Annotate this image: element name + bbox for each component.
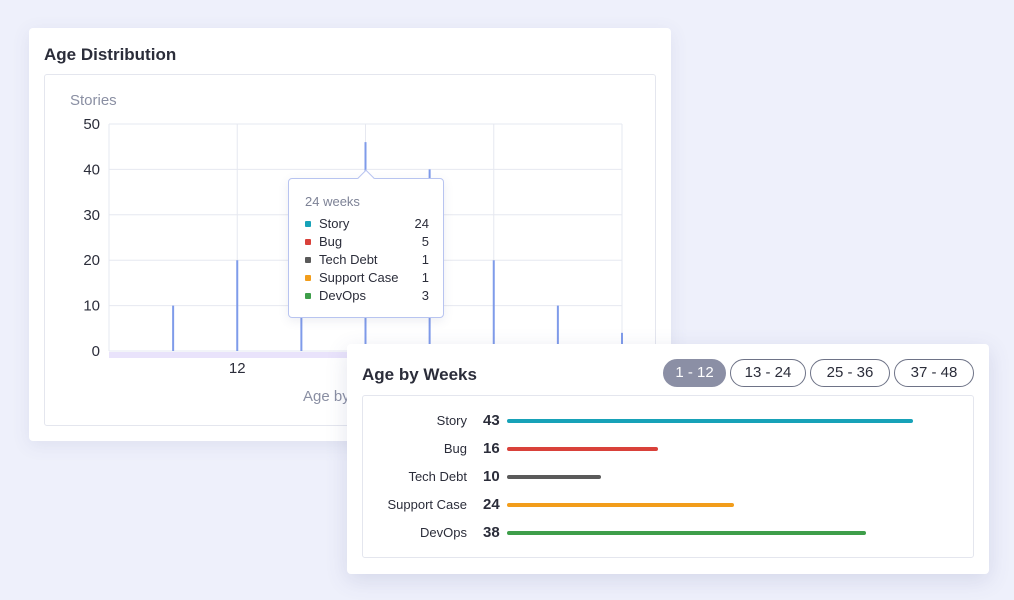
series-dot: [305, 221, 311, 227]
tooltip-row: Support Case 1: [305, 270, 429, 286]
tooltip-row: DevOps 3: [305, 288, 429, 304]
bar-row-bug: Bug 16: [363, 439, 973, 459]
age-by-weeks-card: Age by Weeks 1 - 12 13 - 24 25 - 36 37 -…: [347, 344, 989, 574]
tooltip-series-name: Story: [319, 216, 350, 231]
y-axis-label: Stories: [70, 92, 117, 109]
bar-row-tech-debt: Tech Debt 10: [363, 467, 973, 487]
x-tick-label: 12: [229, 360, 246, 377]
bar: [507, 447, 659, 451]
bar-value: 16: [483, 440, 500, 457]
bar-row-support-case: Support Case 24: [363, 495, 973, 515]
series-dot: [305, 257, 311, 263]
bar-row-story: Story 43: [363, 411, 973, 431]
chart-tooltip: 24 weeks Story 24 Bug 5 Tech Debt 1 Supp…: [288, 169, 444, 318]
bar-label: DevOps: [420, 525, 467, 540]
range-button-37-48[interactable]: 37 - 48: [894, 359, 974, 387]
tooltip-series-value: 1: [421, 270, 429, 285]
series-dot: [305, 275, 311, 281]
bar: [507, 531, 866, 535]
tooltip-title: 24 weeks: [305, 194, 360, 209]
x-axis-band: [109, 352, 349, 358]
tooltip-row: Bug 5: [305, 234, 429, 250]
tooltip-row: Tech Debt 1: [305, 252, 429, 268]
bar-value: 38: [483, 524, 500, 541]
bar-value: 24: [483, 496, 500, 513]
y-tick-label: 20: [83, 252, 100, 269]
series-dot: [305, 293, 311, 299]
range-button-25-36[interactable]: 25 - 36: [810, 359, 890, 387]
tooltip-series-value: 5: [421, 234, 429, 249]
bar-label: Bug: [443, 441, 467, 456]
bar-value: 10: [483, 468, 500, 485]
bar-value: 43: [483, 412, 500, 429]
bar: [507, 503, 734, 507]
tooltip-series-value: 24: [414, 216, 429, 231]
tooltip-series-name: Support Case: [319, 270, 399, 285]
y-tick-label: 50: [83, 116, 100, 133]
bar-label: Tech Debt: [408, 469, 467, 484]
bar: [507, 419, 913, 423]
tooltip-series-value: 1: [421, 252, 429, 267]
bar-label: Story: [436, 413, 467, 428]
y-tick-label: 30: [83, 207, 100, 224]
bar: [507, 475, 602, 479]
y-tick-label: 0: [92, 343, 100, 360]
tooltip-series-name: DevOps: [319, 288, 366, 303]
bar-label: Support Case: [387, 497, 468, 512]
series-dot: [305, 239, 311, 245]
tooltip-series-name: Tech Debt: [319, 252, 378, 267]
tooltip-row: Story 24: [305, 216, 429, 232]
y-tick-label: 40: [83, 161, 100, 178]
tooltip-series-name: Bug: [319, 234, 343, 249]
tooltip-series-value: 3: [421, 288, 429, 303]
age-by-weeks-chart: Story 43 Bug 16 Tech Debt 10 Support Cas…: [362, 395, 974, 558]
y-tick-label: 10: [83, 298, 100, 315]
age-by-weeks-title: Age by Weeks: [362, 365, 477, 384]
range-button-13-24[interactable]: 13 - 24: [730, 359, 806, 387]
age-distribution-title: Age Distribution: [44, 45, 177, 64]
bar-row-devops: DevOps 38: [363, 523, 973, 543]
x-axis-label: Age by: [303, 388, 350, 405]
range-button-1-12[interactable]: 1 - 12: [663, 359, 726, 387]
